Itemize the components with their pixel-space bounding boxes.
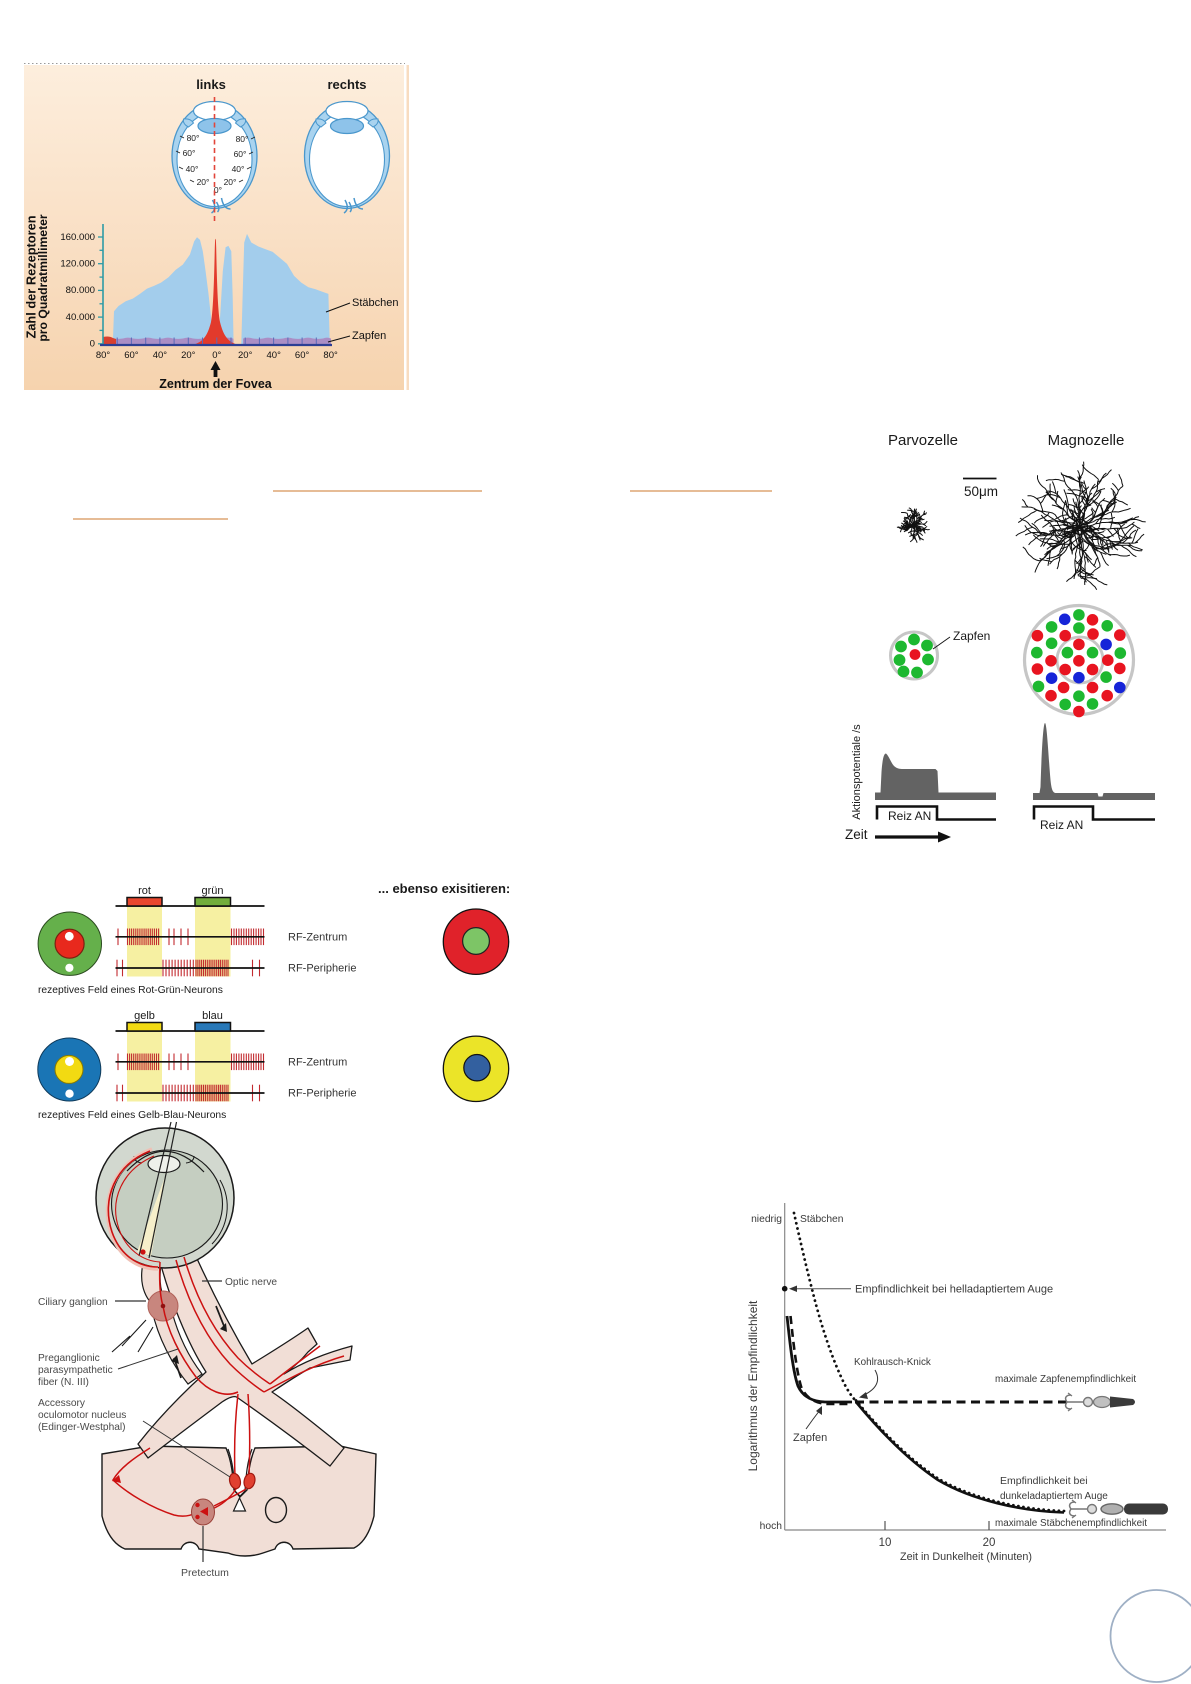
svg-text:Pretectum: Pretectum (181, 1567, 229, 1579)
svg-text:Zeit in Dunkelheit (Minuten): Zeit in Dunkelheit (Minuten) (900, 1551, 1032, 1563)
svg-text:160.000: 160.000 (60, 232, 95, 243)
svg-text:Zentrum der Fovea: Zentrum der Fovea (159, 377, 273, 391)
svg-text:RF-Zentrum: RF-Zentrum (288, 931, 347, 943)
svg-text:(Edinger-Westphal): (Edinger-Westphal) (38, 1422, 126, 1433)
svg-text:Parvozelle: Parvozelle (888, 432, 958, 449)
svg-text:pro Quadratmillimeter: pro Quadratmillimeter (36, 214, 50, 342)
svg-text:blau: blau (202, 1010, 223, 1022)
svg-text:Reiz AN: Reiz AN (1040, 818, 1083, 832)
svg-text:120.000: 120.000 (60, 259, 95, 270)
svg-text:Zapfen: Zapfen (793, 1432, 827, 1444)
svg-text:80°: 80° (236, 134, 249, 144)
svg-text:40°: 40° (186, 164, 199, 174)
svg-text:parasympathetic: parasympathetic (38, 1365, 113, 1376)
svg-text:rezeptives Feld eines Rot-Grün: rezeptives Feld eines Rot-Grün-Neurons (38, 985, 223, 996)
svg-text:0°: 0° (212, 350, 221, 361)
svg-text:50μm: 50μm (964, 484, 998, 499)
svg-text:Zapfen: Zapfen (352, 330, 386, 342)
svg-text:hoch: hoch (760, 1521, 783, 1532)
svg-text:fiber (N. III): fiber (N. III) (38, 1377, 89, 1388)
svg-text:Logarithmus der Empfindlichkei: Logarithmus der Empfindlichkeit (746, 1300, 760, 1471)
svg-text:grün: grün (201, 885, 223, 897)
svg-text:20°: 20° (238, 350, 253, 361)
svg-text:40°: 40° (267, 350, 282, 361)
svg-text:0°: 0° (214, 185, 222, 195)
svg-text:40°: 40° (232, 164, 245, 174)
svg-text:80°: 80° (96, 350, 111, 361)
svg-text:niedrig: niedrig (751, 1214, 782, 1225)
svg-text:rot: rot (138, 885, 151, 897)
svg-text:RF-Zentrum: RF-Zentrum (288, 1056, 347, 1068)
svg-text:links: links (196, 77, 226, 92)
svg-text:Zapfen: Zapfen (953, 629, 990, 643)
svg-text:60°: 60° (124, 350, 139, 361)
svg-text:0: 0 (90, 339, 95, 350)
svg-text:60°: 60° (234, 149, 247, 159)
svg-text:dunkeladaptiertem Auge: dunkeladaptiertem Auge (1000, 1491, 1108, 1502)
svg-text:Stäbchen: Stäbchen (352, 297, 398, 309)
svg-text:80°: 80° (323, 350, 338, 361)
svg-text:Ciliary ganglion: Ciliary ganglion (38, 1297, 108, 1308)
svg-text:gelb: gelb (134, 1010, 155, 1022)
svg-text:Magnozelle: Magnozelle (1048, 432, 1125, 449)
svg-text:Preganglionic: Preganglionic (38, 1353, 100, 1364)
svg-text:RF-Peripherie: RF-Peripherie (288, 963, 356, 975)
svg-text:Kohlrausch-Knick: Kohlrausch-Knick (854, 1357, 931, 1368)
svg-text:Empfindlichkeit bei: Empfindlichkeit bei (1000, 1475, 1088, 1487)
svg-text:80°: 80° (187, 133, 200, 143)
svg-text:20: 20 (983, 1537, 996, 1549)
svg-text:Optic nerve: Optic nerve (225, 1277, 277, 1288)
svg-text:20°: 20° (181, 350, 196, 361)
svg-text:80.000: 80.000 (66, 285, 95, 296)
svg-text:rechts: rechts (327, 77, 366, 92)
svg-text:Aktionspotentiale /s: Aktionspotentiale /s (851, 724, 863, 820)
svg-text:20°: 20° (224, 177, 237, 187)
svg-text:oculomotor nucleus: oculomotor nucleus (38, 1410, 126, 1421)
svg-text:40.000: 40.000 (66, 312, 95, 323)
svg-text:... ebenso exisitieren:: ... ebenso exisitieren: (378, 881, 510, 896)
svg-text:Accessory: Accessory (38, 1398, 86, 1409)
svg-text:Empfindlichkeit bei helladapti: Empfindlichkeit bei helladaptiertem Auge (855, 1284, 1053, 1296)
svg-text:10: 10 (879, 1537, 892, 1549)
svg-text:maximale Zapfenempfindlichkeit: maximale Zapfenempfindlichkeit (995, 1374, 1136, 1385)
svg-text:60°: 60° (183, 148, 196, 158)
svg-text:RF-Peripherie: RF-Peripherie (288, 1088, 356, 1100)
svg-text:maximale Stäbchenempfindlichke: maximale Stäbchenempfindlichkeit (995, 1518, 1147, 1529)
svg-text:Stäbchen: Stäbchen (800, 1214, 844, 1225)
svg-text:60°: 60° (295, 350, 310, 361)
svg-text:Zeit: Zeit (845, 827, 868, 842)
svg-text:Reiz AN: Reiz AN (888, 809, 931, 823)
svg-text:Zahl der Rezeptoren: Zahl der Rezeptoren (24, 215, 39, 338)
svg-text:40°: 40° (153, 350, 168, 361)
svg-text:20°: 20° (197, 177, 210, 187)
svg-text:rezeptives Feld eines Gelb-Bla: rezeptives Feld eines Gelb-Blau-Neurons (38, 1110, 226, 1121)
